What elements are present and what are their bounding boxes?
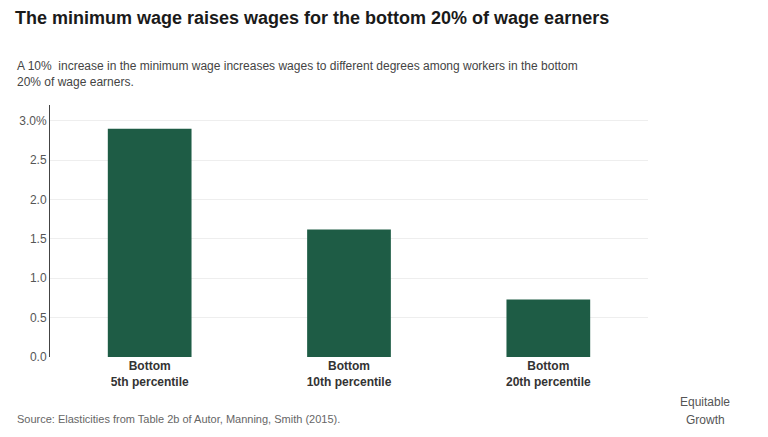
svg-text:The minimum wage raises wages: The minimum wage raises wages for the bo… xyxy=(15,8,609,28)
svg-text:0.0: 0.0 xyxy=(30,350,47,364)
svg-text:2.0: 2.0 xyxy=(30,193,47,207)
svg-text:3.0%: 3.0% xyxy=(19,114,47,128)
svg-text:1.0: 1.0 xyxy=(30,271,47,285)
svg-text:Bottom10th percentile: Bottom10th percentile xyxy=(307,359,392,389)
svg-text:Bottom5th percentile: Bottom5th percentile xyxy=(111,359,189,389)
svg-text:Growth: Growth xyxy=(686,413,725,427)
svg-text:Equitable: Equitable xyxy=(680,395,730,409)
svg-text:0.5: 0.5 xyxy=(30,311,47,325)
svg-text:Source: Elasticities from Tabl: Source: Elasticities from Table 2b of Au… xyxy=(17,413,340,425)
svg-text:1.5: 1.5 xyxy=(30,232,47,246)
svg-text:2.5: 2.5 xyxy=(30,153,47,167)
svg-text:Bottom20th percentile: Bottom20th percentile xyxy=(506,359,591,389)
svg-text:A 10% increase in the minimum: A 10% increase in the minimum wage incre… xyxy=(17,59,578,89)
